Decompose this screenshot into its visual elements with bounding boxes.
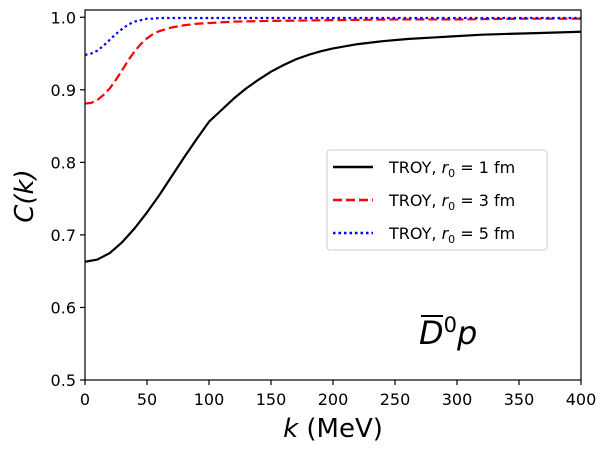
x-tick-label: 50 [137,390,157,409]
series-line-3 [84,16,581,57]
y-axis-label: C(k) [10,169,40,223]
legend-label-2: TROY, r0 = 3 fm [388,191,515,213]
series-line-2 [84,17,581,105]
series-layer [84,16,582,263]
x-axis-ticks: 0 50 100 150 200 250 300 350 400 [80,380,596,409]
legend: TROY, r0 = 1 fm TROY, r0 = 3 fm TROY, r0 =… [326,149,548,251]
y-tick-label: 0.7 [51,226,76,245]
legend-entries: TROY, r0 = 1 fm TROY, r0 = 3 fm TROY, r0 =… [333,158,515,246]
x-tick-label: 200 [318,390,349,409]
legend-box [326,149,548,251]
series-line-1 [84,30,582,263]
legend-label-1: TROY, r0 = 1 fm [388,158,515,180]
y-tick-label: 0.5 [51,371,76,390]
x-tick-label: 400 [566,390,597,409]
x-tick-label: 150 [256,390,287,409]
legend-label-3: TROY, r0 = 5 fm [388,224,515,246]
x-axis-label: k (MeV) [283,414,383,444]
x-tick-label: 100 [194,390,225,409]
annotation-label: D0p [419,313,477,352]
y-tick-label: 0.8 [51,153,76,172]
y-tick-label: 0.9 [51,81,76,100]
x-tick-label: 300 [442,390,473,409]
x-tick-label: 0 [80,390,90,409]
x-tick-label: 350 [504,390,535,409]
x-tick-label: 250 [380,390,411,409]
y-tick-label: 0.6 [51,298,76,317]
y-tick-label: 1.0 [51,8,76,27]
y-axis-ticks: 0.5 0.6 0.7 0.8 0.9 1.0 [51,8,85,390]
